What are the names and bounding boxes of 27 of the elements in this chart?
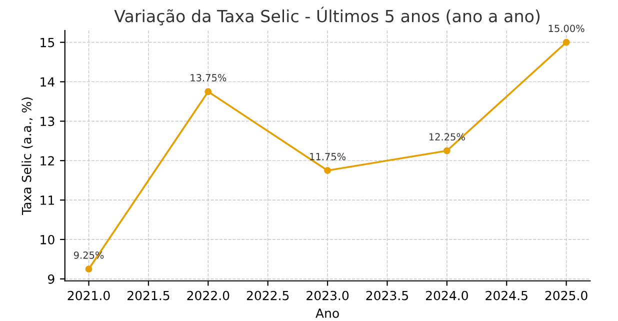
point <box>443 147 450 154</box>
x-tick-label: 2023.0 <box>306 290 349 300</box>
chart-title: Variação da Taxa Selic - Últimos 5 anos (ano a ano) <box>114 6 540 26</box>
point <box>85 266 92 273</box>
y-tick-label: 15 <box>40 38 54 48</box>
x-tick-label: 2022.5 <box>246 290 289 300</box>
x-tick-label: 2022.0 <box>187 290 230 300</box>
y-tick-label: 11 <box>40 196 54 205</box>
point <box>324 167 332 174</box>
x-tick-label: 2024.0 <box>426 290 468 300</box>
point <box>204 88 212 96</box>
y-tick-label: 13 <box>40 116 54 126</box>
x-tick-label: 2025.0 <box>545 290 588 300</box>
y-axis-title: Taxa Selic (a.a., %) <box>22 97 33 215</box>
data-label: 11.75% <box>310 152 346 160</box>
y-tick-label: 14 <box>40 77 54 87</box>
y-tick-label: 12 <box>40 156 54 166</box>
x-tick-label: 2021.5 <box>128 290 170 300</box>
point <box>562 38 570 46</box>
x-tick-label: 2024.5 <box>486 290 528 300</box>
y-tick-label: 10 <box>40 234 54 244</box>
x-tick-label: 2021.0 <box>68 290 110 300</box>
data-label: 13.75% <box>190 74 226 82</box>
x-axis-title: Ano <box>316 308 339 318</box>
x-tick-label: 2023.5 <box>366 290 408 300</box>
y-tick-label: 9 <box>48 274 54 284</box>
data-label: 15.00% <box>548 24 584 32</box>
